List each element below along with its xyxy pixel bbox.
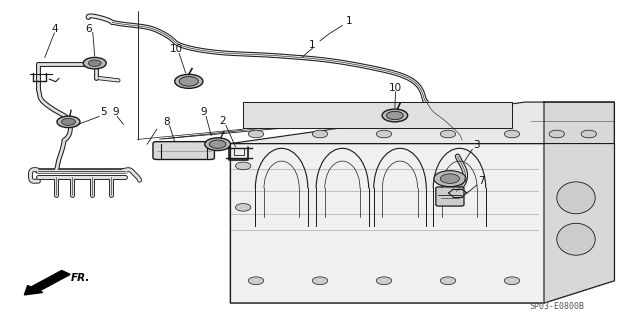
Circle shape — [504, 130, 520, 138]
Circle shape — [57, 116, 80, 128]
Text: 1: 1 — [309, 40, 316, 50]
Circle shape — [205, 138, 230, 151]
Circle shape — [312, 130, 328, 138]
Polygon shape — [544, 102, 614, 303]
Circle shape — [581, 130, 596, 138]
Circle shape — [83, 57, 106, 69]
Polygon shape — [243, 102, 512, 128]
FancyArrow shape — [24, 271, 70, 295]
Circle shape — [179, 77, 198, 86]
Circle shape — [236, 204, 251, 211]
Text: SP03-E0800B: SP03-E0800B — [529, 302, 584, 311]
Circle shape — [312, 277, 328, 285]
Polygon shape — [230, 144, 614, 303]
Circle shape — [376, 130, 392, 138]
Text: 8: 8 — [163, 117, 170, 127]
Circle shape — [549, 130, 564, 138]
FancyBboxPatch shape — [153, 142, 214, 160]
Text: 3: 3 — [474, 140, 480, 150]
Text: 4: 4 — [51, 24, 58, 34]
Circle shape — [440, 277, 456, 285]
Circle shape — [236, 162, 251, 170]
Circle shape — [88, 60, 101, 66]
Circle shape — [376, 277, 392, 285]
Circle shape — [440, 174, 460, 183]
Circle shape — [440, 130, 456, 138]
Circle shape — [434, 171, 466, 187]
Circle shape — [382, 109, 408, 122]
Text: 1: 1 — [346, 16, 352, 26]
Circle shape — [248, 130, 264, 138]
Circle shape — [209, 140, 226, 148]
Text: 10: 10 — [389, 83, 402, 93]
Text: 10: 10 — [170, 44, 182, 55]
Text: 6: 6 — [85, 24, 92, 34]
Circle shape — [248, 277, 264, 285]
Polygon shape — [230, 102, 614, 144]
Circle shape — [175, 74, 203, 88]
Text: FR.: FR. — [70, 272, 90, 283]
Ellipse shape — [557, 223, 595, 255]
Ellipse shape — [557, 182, 595, 214]
Circle shape — [61, 118, 76, 125]
Text: 2: 2 — [220, 116, 226, 126]
Text: 7: 7 — [478, 176, 484, 186]
Circle shape — [387, 111, 403, 120]
Text: 5: 5 — [100, 107, 107, 117]
Text: 9: 9 — [200, 107, 207, 117]
Circle shape — [504, 277, 520, 285]
Text: 9: 9 — [112, 107, 118, 117]
FancyBboxPatch shape — [436, 187, 464, 206]
